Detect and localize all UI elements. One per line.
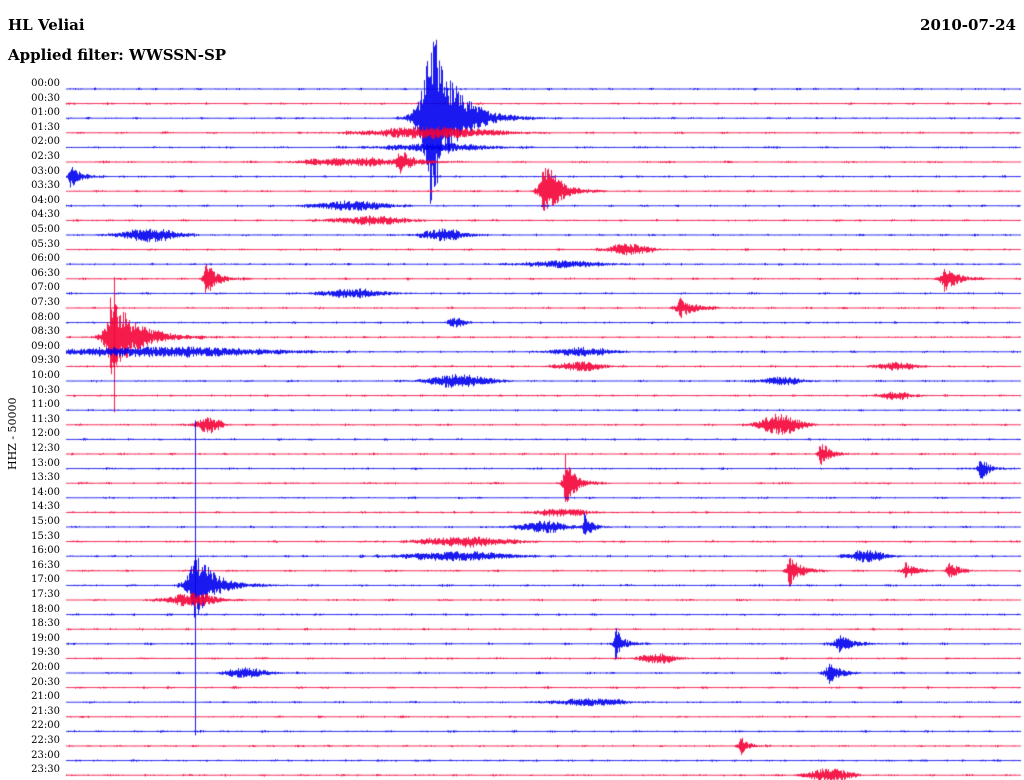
filter-label: Applied filter: WWSSN-SP [8,46,227,64]
time-label: 07:00 [31,282,60,294]
time-label: 18:00 [31,603,60,615]
time-label: 11:00 [31,399,60,411]
time-label: 01:30 [31,121,60,133]
time-label: 07:30 [31,297,60,308]
time-label: 10:00 [31,370,60,381]
time-label: 14:30 [31,501,60,513]
time-label: 16:30 [31,559,60,571]
time-label: 22:30 [31,735,60,746]
time-label: 02:00 [31,136,60,148]
time-label: 09:00 [31,340,60,352]
time-label: 10:30 [31,384,60,396]
time-label: 08:00 [31,311,60,323]
time-label: 03:00 [31,165,60,177]
time-label: 21:30 [31,705,60,717]
time-label: 19:30 [31,647,60,659]
time-label: 01:00 [31,107,60,119]
time-label: 12:00 [31,428,60,440]
date-label: 2010-07-24 [920,16,1016,34]
time-label: 00:00 [31,78,60,89]
time-label: 04:30 [31,209,60,221]
time-label: 23:00 [31,749,60,761]
time-label: 17:00 [31,574,60,586]
time-label: 20:30 [31,676,60,688]
time-label: 00:30 [31,92,60,104]
time-label: 08:30 [31,326,60,338]
time-label: 04:00 [31,194,60,206]
time-label: 09:30 [31,355,60,367]
time-label: 18:30 [31,618,60,630]
time-label: 20:00 [31,662,60,673]
time-label: 13:00 [31,457,60,469]
time-label: 22:00 [31,720,60,732]
time-label: 13:30 [31,472,60,484]
time-label: 14:00 [31,486,60,498]
time-label: 06:30 [31,267,60,279]
time-label: 05:30 [31,238,60,250]
time-label: 21:00 [31,691,60,703]
time-label: 12:30 [31,443,60,454]
station-title: HL Veliai [8,16,85,34]
time-label: 05:00 [31,224,60,235]
time-label: 23:30 [31,764,60,776]
time-label: 17:30 [31,589,60,600]
time-label: 03:30 [31,180,60,192]
time-label: 15:30 [31,530,60,542]
time-label: 16:00 [31,545,60,557]
time-label: 02:30 [31,151,60,162]
time-label: 11:30 [31,413,60,425]
time-label: 06:00 [31,253,60,265]
time-label: 19:00 [31,632,60,644]
time-label: 15:00 [31,516,60,527]
